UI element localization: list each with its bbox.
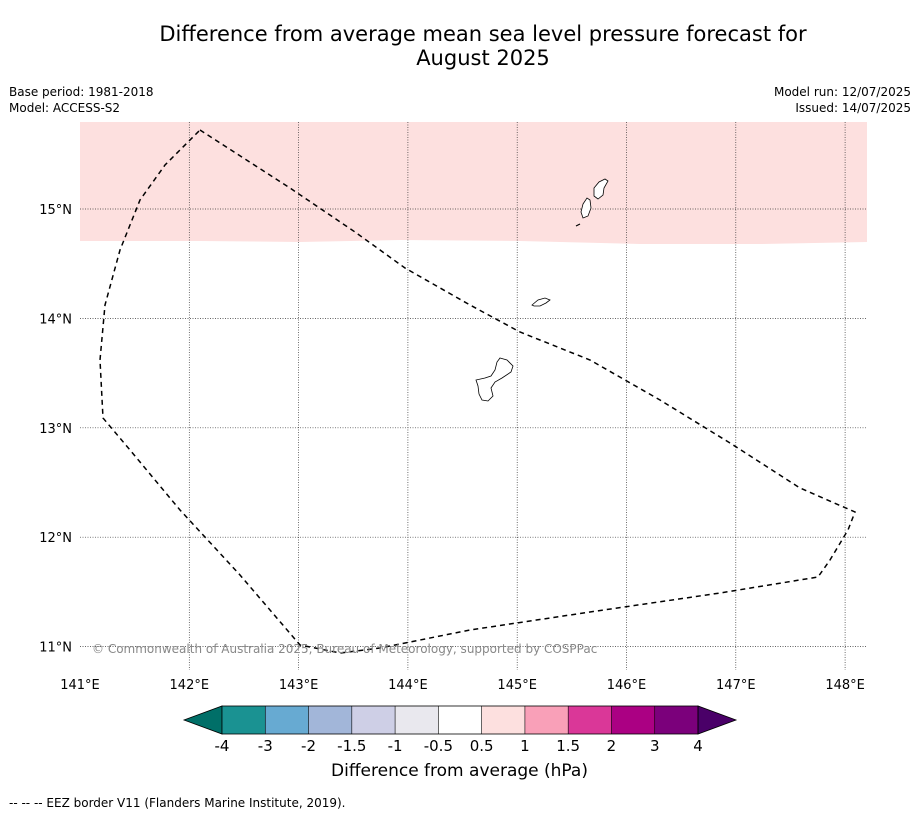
longitude-tick-label: 148°E [825,678,865,693]
title-line-1: Difference from average mean sea level p… [159,22,807,46]
colorbar-tick-label: 2 [607,737,617,755]
colorbar: -4 -3 -2 -1.5 -1 -0.5 0.5 1 1.5 2 3 4 [182,705,738,755]
latitude-labels: 15°N 14°N 13°N 12°N 11°N [39,203,72,656]
coastlines [475,178,609,402]
latitude-tick-label: 12°N [39,531,72,546]
colorbar-segment [524,706,569,734]
colorbar-under-triangle [182,705,223,735]
model-name: Model: ACCESS-S2 [9,101,121,115]
colorbar-tick-label: -4 [215,737,230,755]
longitude-tick-label: 144°E [388,678,428,693]
colorbar-segment [481,706,525,734]
longitude-tick-label: 143°E [279,678,319,693]
meta-right: Model run: 12/07/2025 Issued: 14/07/2025 [774,84,911,116]
colorbar-tick-label: 3 [650,737,660,755]
longitude-tick-label: 142°E [170,678,210,693]
copyright-notice: © Commonwealth of Australia 2025, Bureau… [92,642,597,656]
title-line-2: August 2025 [416,46,550,70]
gridlines [80,122,867,670]
colorbar-tick-label: 0.5 [470,737,494,755]
colorbar-segment [438,706,482,734]
colorbar-segment [222,706,266,734]
colorbar-frame [221,705,699,735]
colorbar-tick-label: 1 [520,737,530,755]
model-run: Model run: 12/07/2025 [773,85,911,99]
island-tinian [580,197,592,219]
chart-title: Difference from average mean sea level p… [0,22,919,70]
base-period: Base period: 1981-2018 [9,85,154,99]
colorbar-tick-label: -1.5 [337,737,366,755]
map-figure: © Commonwealth of Australia 2025, Bureau… [39,122,867,755]
latitude-tick-label: 13°N [39,422,72,437]
latitude-tick-label: 14°N [39,312,72,327]
eez-border [99,129,856,654]
eez-legend-note: -- -- -- EEZ border V11 (Flanders Marine… [9,796,346,810]
colorbar-title: Difference from average (hPa) [331,761,588,781]
colorbar-segment [395,706,439,734]
colorbar-tick-label: 1.5 [556,737,580,755]
longitude-tick-label: 147°E [716,678,756,693]
island-saipan [593,178,609,200]
meta-left: Base period: 1981-2018 Model: ACCESS-S2 [9,84,154,116]
latitude-tick-label: 15°N [39,203,72,218]
map-plot-area: © Commonwealth of Australia 2025, Bureau… [80,122,867,670]
colorbar-over-triangle [697,705,738,735]
latitude-tick-label: 11°N [39,641,72,656]
colorbar-tick-label: 4 [693,737,703,755]
island-guam [475,357,514,402]
island-rota [531,297,551,307]
issued-date: Issued: 14/07/2025 [795,101,911,115]
colorbar-segment [611,706,655,734]
longitude-labels: 141°E 142°E 143°E 144°E 145°E 146°E 147°E 148°E [60,678,865,693]
longitude-tick-label: 145°E [497,678,537,693]
colorbar-tick-label: -3 [258,737,273,755]
colorbar-segment [351,706,396,734]
colorbar-tick-label: -2 [301,737,316,755]
colorbar-segment [308,706,352,734]
longitude-tick-label: 146°E [607,678,647,693]
colorbar-segment [265,706,309,734]
colorbar-tick-label: -0.5 [424,737,453,755]
anomaly-band-shading [80,122,867,244]
island-aguijan [575,223,581,227]
colorbar-segment [654,706,698,734]
colorbar-segment [568,706,612,734]
colorbar-tick-label: -1 [388,737,403,755]
longitude-tick-label: 141°E [60,678,100,693]
